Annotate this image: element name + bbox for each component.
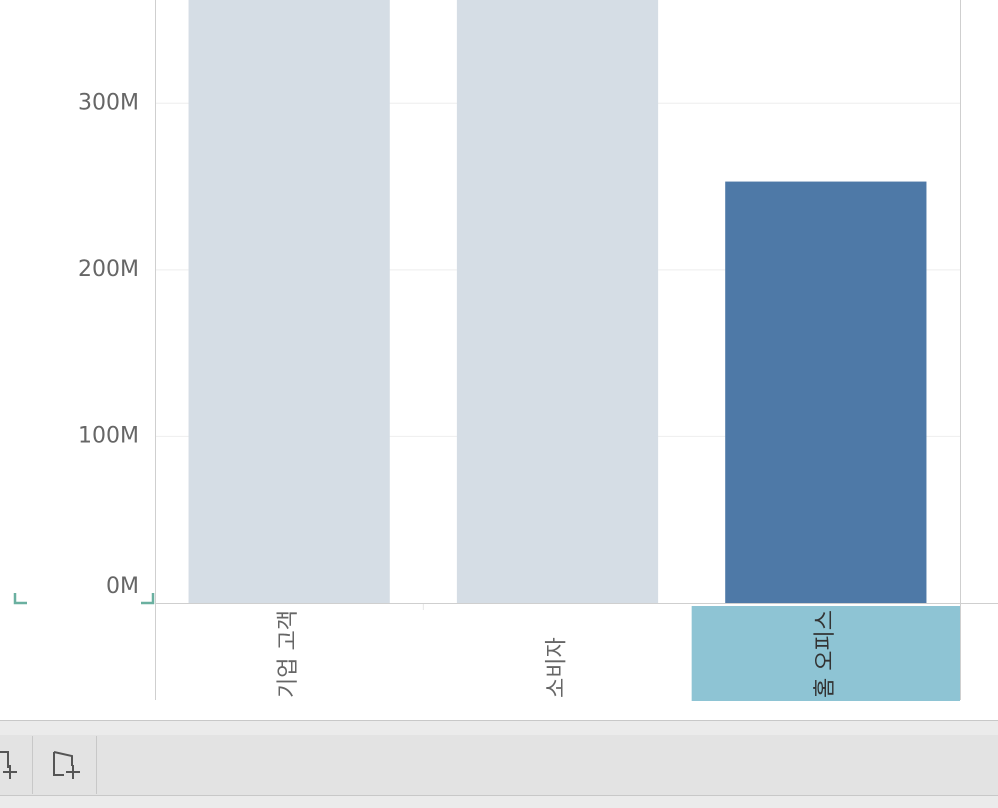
selection-corner bbox=[141, 593, 155, 605]
bar bbox=[188, 0, 390, 603]
y-tick-label: 100M bbox=[78, 423, 139, 448]
x-tick-label: 홈 오피스 bbox=[813, 610, 838, 698]
tab-strip bbox=[0, 735, 998, 795]
bars bbox=[188, 0, 927, 603]
y-tick-label: 200M bbox=[78, 257, 139, 282]
x-tick-label: 기업 고객 bbox=[276, 610, 301, 698]
labels: 0M 100M 200M 300M 기업 고객 소비자 홈 오피스 bbox=[78, 90, 960, 701]
y-tick-label: 300M bbox=[78, 90, 139, 115]
new-sheet-icon[interactable] bbox=[0, 751, 17, 779]
bar bbox=[725, 181, 927, 603]
selected-header bbox=[691, 606, 960, 701]
selection-corner bbox=[13, 593, 27, 605]
x-tick-label: 소비자 bbox=[545, 637, 570, 698]
y-tick-label: 0M bbox=[106, 574, 139, 599]
bar bbox=[456, 0, 659, 603]
new-dashboard-icon[interactable] bbox=[53, 751, 80, 779]
